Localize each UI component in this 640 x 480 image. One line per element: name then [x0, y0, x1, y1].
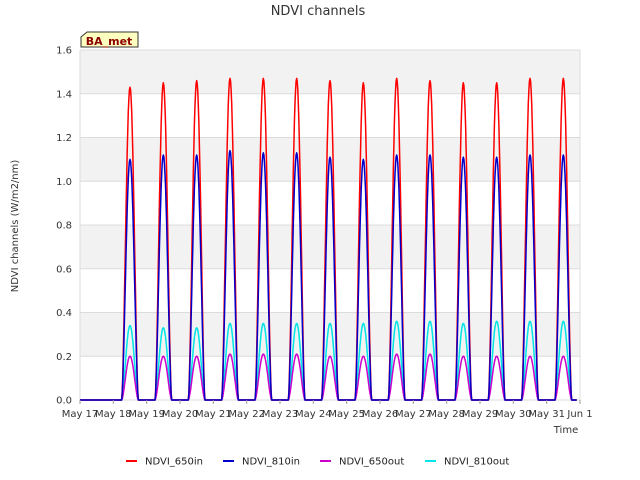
legend-label: NDVI_650in: [145, 457, 203, 468]
legend-item: NDVI_650in: [126, 457, 203, 468]
x-tick-label: May 29: [462, 409, 499, 420]
legend: NDVI_650in NDVI_810in NDVI_650out NDVI_810o…: [126, 457, 509, 468]
y-tick-label: 1.0: [56, 177, 72, 188]
legend-label: NDVI_650out: [339, 457, 404, 468]
y-axis: 0.0 0.2 0.4 0.6 0.8 1.0 1.2 1.4 1.6: [56, 46, 72, 407]
x-tick-label: May 18: [95, 409, 132, 420]
x-tick-label: Jun 1: [566, 409, 592, 420]
x-tick-label: May 26: [362, 409, 399, 420]
y-tick-label: 0.4: [56, 308, 72, 319]
x-tick-label: May 31: [528, 409, 565, 420]
x-tick-label: May 28: [428, 409, 465, 420]
x-tick-label: May 25: [328, 409, 365, 420]
x-tick-label: May 24: [295, 409, 332, 420]
x-tick-label: May 21: [195, 409, 232, 420]
x-tick-label: May 17: [62, 409, 99, 420]
site-badge-text: BA_met: [86, 35, 133, 48]
legend-item: NDVI_810in: [223, 457, 300, 468]
x-tick-label: May 27: [395, 409, 432, 420]
y-tick-label: 0.6: [56, 264, 72, 275]
x-tick-label: May 23: [262, 409, 299, 420]
plot-band: [80, 225, 580, 269]
legend-label: NDVI_810out: [444, 457, 509, 468]
y-axis-label: NDVI channels (W/m2/nm): [10, 160, 21, 293]
plot-band: [80, 50, 580, 94]
legend-item: NDVI_810out: [425, 457, 509, 468]
y-tick-label: 1.6: [56, 46, 72, 57]
x-tick-label: May 30: [495, 409, 532, 420]
x-tick-label: May 22: [228, 409, 265, 420]
x-tick-label: May 19: [128, 409, 165, 420]
legend-item: NDVI_650out: [320, 457, 404, 468]
y-tick-label: 0.2: [56, 352, 72, 363]
site-badge: BA_met: [80, 31, 139, 48]
x-axis-label: Time: [553, 425, 578, 436]
y-tick-label: 0.0: [56, 396, 72, 407]
y-tick-label: 0.8: [56, 221, 72, 232]
y-tick-label: 1.2: [56, 133, 72, 144]
chart-title: NDVI channels: [271, 4, 366, 19]
legend-label: NDVI_810in: [242, 457, 300, 468]
x-tick-label: May 20: [162, 409, 199, 420]
y-tick-label: 1.4: [56, 89, 72, 100]
plot-band: [80, 312, 580, 357]
